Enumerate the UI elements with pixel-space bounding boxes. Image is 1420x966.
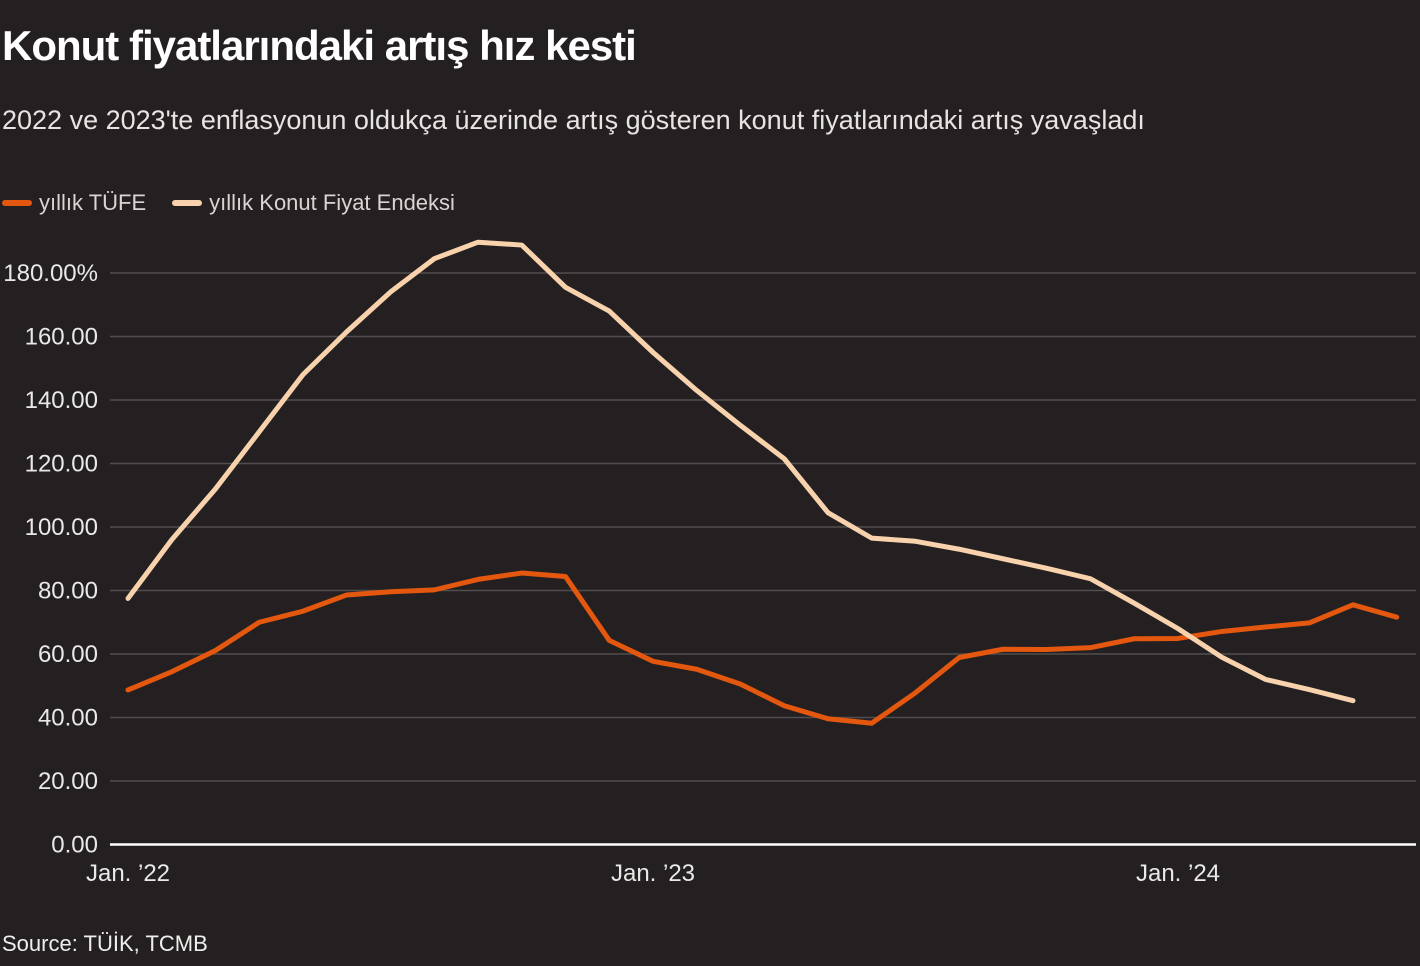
legend-label-kfe: yıllık Konut Fiyat Endeksi	[209, 190, 455, 215]
y-axis-tick-label: 180.00%	[3, 260, 98, 287]
kfe-series-line	[125, 239, 1356, 704]
tufe-series-line	[125, 570, 1400, 726]
source-note: Source: TÜİK, TCMB	[2, 931, 208, 956]
legend-label-tufe: yıllık TÜFE	[39, 190, 147, 215]
series-lines	[125, 239, 1400, 726]
gridlines	[110, 272, 1416, 846]
chart-title: Konut fiyatlarındaki artış hız kesti	[2, 22, 637, 69]
tufe-line-swatch-icon	[2, 200, 32, 206]
kfe-line-swatch-icon	[172, 200, 203, 206]
y-axis-tick-label: 40.00	[38, 705, 98, 732]
y-axis-tick-label: 80.00	[38, 578, 98, 605]
x-axis-labels: Jan. ’22 Jan. ’23 Jan. ’24	[86, 860, 1220, 887]
y-axis-tick-label: 0.00	[51, 832, 98, 859]
y-axis-labels: 180.00% 160.00 140.00 120.00 100.00 80.00 60.0…	[3, 260, 98, 859]
y-axis-tick-label: 20.00	[38, 768, 98, 795]
chart-subtitle: 2022 ve 2023'te enflasyonun oldukça üzer…	[2, 105, 1145, 135]
y-axis-tick-label: 120.00	[25, 451, 98, 478]
y-axis-tick-label: 140.00	[25, 387, 98, 414]
x-axis-tick-label: Jan. ’22	[86, 860, 170, 887]
x-axis-tick-label: Jan. ’24	[1136, 860, 1220, 887]
legend-item-kfe: yıllık Konut Fiyat Endeksi	[172, 190, 455, 216]
legend-item-tufe: yıllık TÜFE	[2, 190, 146, 216]
x-axis-tick-label: Jan. ’23	[611, 860, 695, 887]
y-axis-tick-label: 60.00	[38, 641, 98, 668]
legend: yıllık TÜFE yıllık Konut Fiyat Endeksi	[2, 189, 455, 217]
y-axis-tick-label: 100.00	[25, 514, 98, 541]
y-axis-tick-label: 160.00	[25, 324, 98, 351]
